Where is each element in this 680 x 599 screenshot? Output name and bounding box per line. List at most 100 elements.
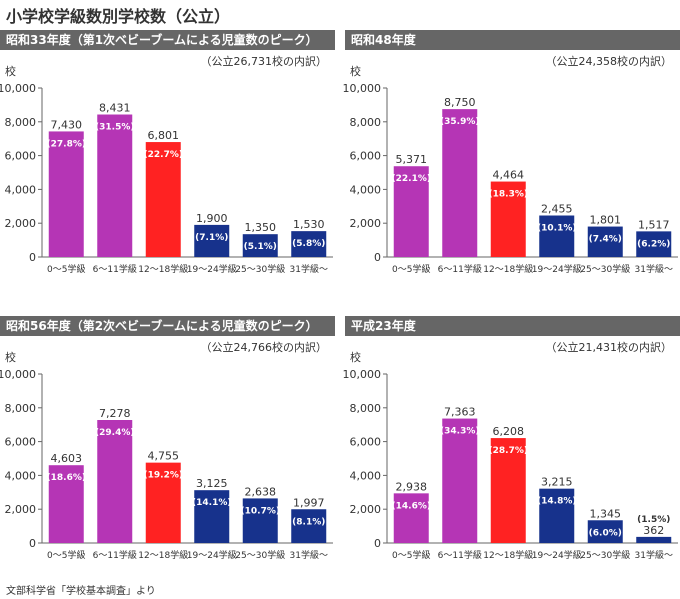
y-tick-label: 10,000 [343, 368, 382, 381]
x-tick-label: 31学級～ [290, 263, 328, 275]
bar-percent-label: (19.2%) [144, 471, 183, 481]
bar [636, 231, 672, 257]
x-tick-label: 0～5学級 [47, 549, 85, 561]
bar [442, 109, 478, 257]
x-tick-label: 19～24学級 [187, 549, 237, 561]
x-tick-label: 25～30学級 [235, 263, 285, 275]
bar [587, 520, 623, 543]
y-tick-label: 0 [374, 537, 381, 550]
bar-value-label: 362 [643, 524, 664, 537]
chart-subtitle: （公立21,431校の内訳） [545, 341, 673, 354]
chart-panel-s56: 昭和56年度（第2次ベビーブームによる児童数のピーク） （公立24,766校の内… [0, 316, 335, 571]
bar-percent-label: (22.7%) [144, 150, 183, 160]
bar-percent-label: (35.9%) [440, 117, 479, 127]
y-axis-label: 校 [5, 64, 16, 78]
y-tick-label: 6,000 [5, 150, 37, 163]
chart-subtitle: （公立24,358校の内訳） [545, 55, 673, 68]
y-tick-label: 6,000 [350, 150, 382, 163]
y-tick-label: 4,000 [5, 469, 37, 482]
bar-chart-s48: 校 0 2,000 4,000 6,000 8,000 10,000 5,371 (22.1%)… [343, 64, 678, 275]
y-axis-label: 校 [350, 64, 361, 78]
bar-percent-label: (34.3%) [440, 427, 479, 437]
chart-panel-h23: 平成23年度 （公立21,431校の内訳） 校 0 2,000 4,000 6,000 8… [343, 316, 680, 571]
x-tick-label: 12～18学級 [138, 263, 188, 275]
bar [194, 490, 230, 543]
bar-percent-label: (1.5%) [637, 515, 670, 525]
bar-value-label: 8,431 [99, 102, 131, 115]
bar-value-label: 1,350 [245, 221, 277, 234]
bar-value-label: 4,755 [148, 450, 180, 463]
bar-value-label: 1,801 [590, 214, 622, 227]
y-tick-label: 10,000 [0, 368, 36, 381]
bar-percent-label: (7.4%) [589, 235, 622, 245]
bar [97, 420, 133, 543]
bar-value-label: 7,363 [444, 406, 476, 419]
x-tick-label: 12～18学級 [138, 549, 188, 561]
bar [194, 224, 230, 257]
x-tick-label: 31学級～ [635, 263, 673, 275]
y-tick-label: 2,000 [5, 503, 37, 516]
y-tick-label: 0 [374, 251, 381, 264]
bar [393, 493, 429, 543]
y-tick-label: 2,000 [5, 217, 37, 230]
chart-subtitle: （公立24,766校の内訳） [200, 341, 328, 354]
bar-value-label: 3,215 [541, 476, 573, 489]
bar-percent-label: (28.7%) [489, 446, 528, 456]
x-tick-label: 0～5学級 [392, 549, 430, 561]
x-tick-label: 25～30学級 [580, 549, 630, 561]
y-tick-label: 4,000 [350, 469, 382, 482]
chart-title: 昭和56年度（第2次ベビーブームによる児童数のピーク） [0, 316, 335, 336]
y-tick-label: 8,000 [5, 116, 37, 129]
bar [97, 114, 133, 257]
chart-title: 昭和48年度 [345, 30, 680, 50]
bar [442, 418, 478, 543]
y-axis-label: 校 [5, 350, 16, 364]
bar-value-label: 7,278 [99, 407, 131, 420]
y-tick-label: 8,000 [350, 402, 382, 415]
bar-percent-label: (22.1%) [392, 174, 431, 184]
page-title: 小学校学級数別学校数（公立） [6, 7, 231, 26]
x-tick-label: 6～11学級 [438, 549, 482, 561]
x-tick-label: 25～30学級 [235, 549, 285, 561]
bar-percent-label: (5.1%) [244, 242, 277, 252]
x-tick-label: 31学級～ [290, 549, 328, 561]
bar-percent-label: (7.1%) [195, 233, 228, 243]
bar-value-label: 1,530 [293, 218, 325, 231]
y-tick-label: 4,000 [350, 183, 382, 196]
bar-percent-label: (10.7%) [241, 506, 280, 516]
bar [539, 488, 575, 543]
chart-subtitle: （公立26,731校の内訳） [200, 55, 328, 68]
bar-value-label: 6,801 [148, 129, 180, 142]
bar [490, 438, 526, 543]
bar-value-label: 6,208 [493, 425, 525, 438]
x-tick-label: 0～5学級 [392, 263, 430, 275]
y-tick-label: 2,000 [350, 503, 382, 516]
bar-percent-label: (29.4%) [95, 428, 134, 438]
bar [490, 181, 526, 257]
bar [393, 166, 429, 257]
y-tick-label: 8,000 [5, 402, 37, 415]
y-tick-label: 10,000 [0, 82, 36, 95]
bar [145, 462, 181, 543]
x-tick-label: 31学級～ [635, 549, 673, 561]
bar-chart-h23: 校 0 2,000 4,000 6,000 8,000 10,000 2,938 (14.6%)… [343, 350, 678, 561]
source-note: 文部科学省「学校基本調査」より [6, 586, 156, 597]
x-tick-label: 6～11学級 [438, 263, 482, 275]
x-tick-label: 19～24学級 [532, 549, 582, 561]
y-tick-label: 6,000 [5, 436, 37, 449]
chart-panel-s48: 昭和48年度 （公立24,358校の内訳） 校 0 2,000 4,000 6,000 8… [343, 30, 680, 285]
bar-chart-s33: 校 0 2,000 4,000 6,000 8,000 10,000 7,430 (27.8%)… [0, 64, 333, 275]
bar-value-label: 1,997 [293, 496, 325, 509]
bar-percent-label: (14.1%) [192, 498, 231, 508]
y-tick-label: 10,000 [343, 82, 382, 95]
bar-value-label: 8,750 [444, 96, 476, 109]
bar-value-label: 3,125 [196, 477, 228, 490]
x-tick-label: 25～30学級 [580, 263, 630, 275]
chart-title: 平成23年度 [345, 316, 680, 336]
x-tick-label: 0～5学級 [47, 263, 85, 275]
y-tick-label: 2,000 [350, 217, 382, 230]
y-axis-label: 校 [350, 350, 361, 364]
y-tick-label: 4,000 [5, 183, 37, 196]
bar [48, 465, 84, 543]
bar-value-label: 7,430 [51, 118, 83, 131]
